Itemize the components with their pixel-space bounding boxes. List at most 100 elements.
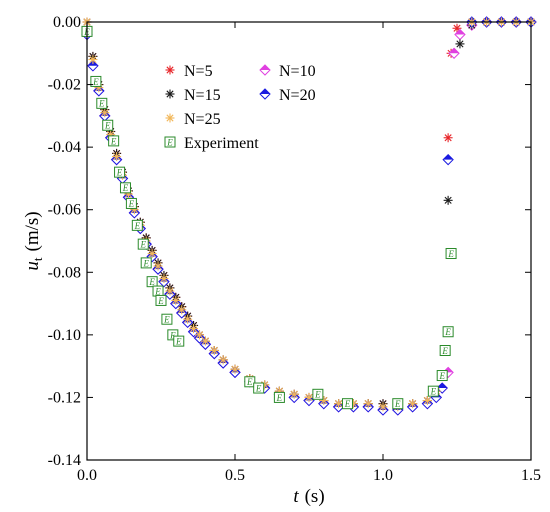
data-point: E (108, 135, 120, 147)
data-point: E (131, 219, 143, 231)
legend-item: N=15 (165, 87, 221, 104)
data-point: E (119, 182, 131, 194)
y-tick-label: -0.14 (48, 452, 81, 469)
data-point (230, 364, 240, 374)
data-point: E (146, 276, 158, 288)
data-point (443, 133, 453, 143)
data-point (422, 396, 432, 406)
data-point: E (125, 197, 137, 209)
legend-label: N=10 (279, 63, 316, 80)
data-point (183, 314, 193, 324)
svg-text:E: E (430, 387, 437, 397)
svg-text:E: E (154, 286, 161, 296)
svg-text:E: E (148, 277, 155, 287)
x-tick-label: 1.5 (521, 467, 541, 484)
svg-text:E: E (166, 137, 173, 147)
data-point: E (90, 75, 102, 87)
svg-text:E: E (394, 399, 401, 409)
x-axis-title: t (s) (293, 486, 324, 507)
data-point (112, 152, 122, 162)
legend-marker (259, 88, 271, 100)
data-point (448, 47, 460, 59)
svg-text:E: E (104, 121, 111, 131)
svg-text:E: E (169, 330, 176, 340)
data-point: E (273, 391, 285, 403)
y-tick-label: 0.00 (53, 14, 81, 31)
svg-text:E: E (139, 240, 146, 250)
data-point (289, 389, 299, 399)
data-point: E (155, 294, 167, 306)
legend-label: N=20 (279, 87, 316, 104)
data-point (436, 382, 448, 394)
svg-text:E: E (116, 168, 123, 178)
y-tick-label: -0.08 (48, 264, 81, 281)
y-tick-label: -0.02 (48, 77, 81, 94)
legend-item: N=25 (165, 111, 221, 128)
data-point: E (253, 382, 265, 394)
legend: N=5 N=10 N=15 N=20 N=25 E Experiment (164, 63, 316, 152)
svg-text:E: E (255, 383, 262, 393)
data-point: E (445, 248, 457, 260)
legend-marker (165, 65, 175, 75)
axis-ticks: 0.0 0.5 1.0 1.5 0.00 -0.02 -0.04 -0.06 -0.08 -0.1… (48, 14, 541, 484)
data-point (147, 249, 157, 259)
data-point (443, 195, 453, 205)
svg-text:E: E (110, 136, 117, 146)
data-point (100, 108, 110, 118)
svg-text:E: E (447, 249, 454, 259)
data-point (177, 305, 187, 315)
y-tick-label: -0.04 (48, 139, 81, 156)
data-point: E (427, 385, 439, 397)
data-point (87, 60, 99, 72)
x-tick-label: 1.0 (373, 467, 393, 484)
data-point: E (102, 119, 114, 131)
data-point (363, 399, 373, 409)
svg-text:E: E (344, 399, 351, 409)
data-point: E (173, 335, 185, 347)
svg-text:E: E (128, 199, 135, 209)
legend-marker (259, 64, 271, 76)
svg-text:E: E (122, 183, 129, 193)
legend-label: N=5 (184, 63, 213, 80)
svg-text:E: E (175, 337, 182, 347)
data-point (304, 392, 314, 402)
y-axis-title: ut(m/s) (22, 211, 45, 270)
legend-label: N=15 (184, 87, 221, 104)
data-point (200, 336, 210, 346)
svg-text:E: E (314, 390, 321, 400)
data-point (189, 324, 199, 334)
svg-text:E: E (134, 221, 141, 231)
data-point: E (442, 326, 454, 338)
y-tick-label: -0.06 (48, 202, 81, 219)
legend-label: Experiment (184, 135, 259, 152)
data-point: E (392, 398, 404, 410)
svg-text:E: E (441, 346, 448, 356)
svg-text:E: E (163, 315, 170, 325)
svg-text:E: E (92, 77, 99, 87)
data-point (455, 39, 465, 49)
plot-frame (86, 21, 532, 461)
data-point (165, 286, 175, 296)
data-point (88, 55, 98, 65)
data-point: E (312, 388, 324, 400)
data-point (194, 330, 204, 340)
data-point (159, 274, 169, 284)
svg-text:E: E (98, 99, 105, 109)
svg-text:E: E (438, 371, 445, 381)
svg-text:E: E (246, 377, 253, 387)
data-point: E (161, 313, 173, 325)
data-point (218, 355, 228, 365)
legend-marker: E (164, 136, 176, 148)
data-point: E (137, 238, 149, 250)
legend-marker (165, 113, 175, 123)
legend-item: N=20 (259, 87, 316, 104)
y-tick-label: -0.12 (48, 389, 81, 406)
data-point: E (167, 329, 179, 341)
svg-text:E: E (142, 258, 149, 268)
data-point: E (244, 376, 256, 388)
svg-text:E: E (157, 296, 164, 306)
data-point (442, 153, 454, 166)
